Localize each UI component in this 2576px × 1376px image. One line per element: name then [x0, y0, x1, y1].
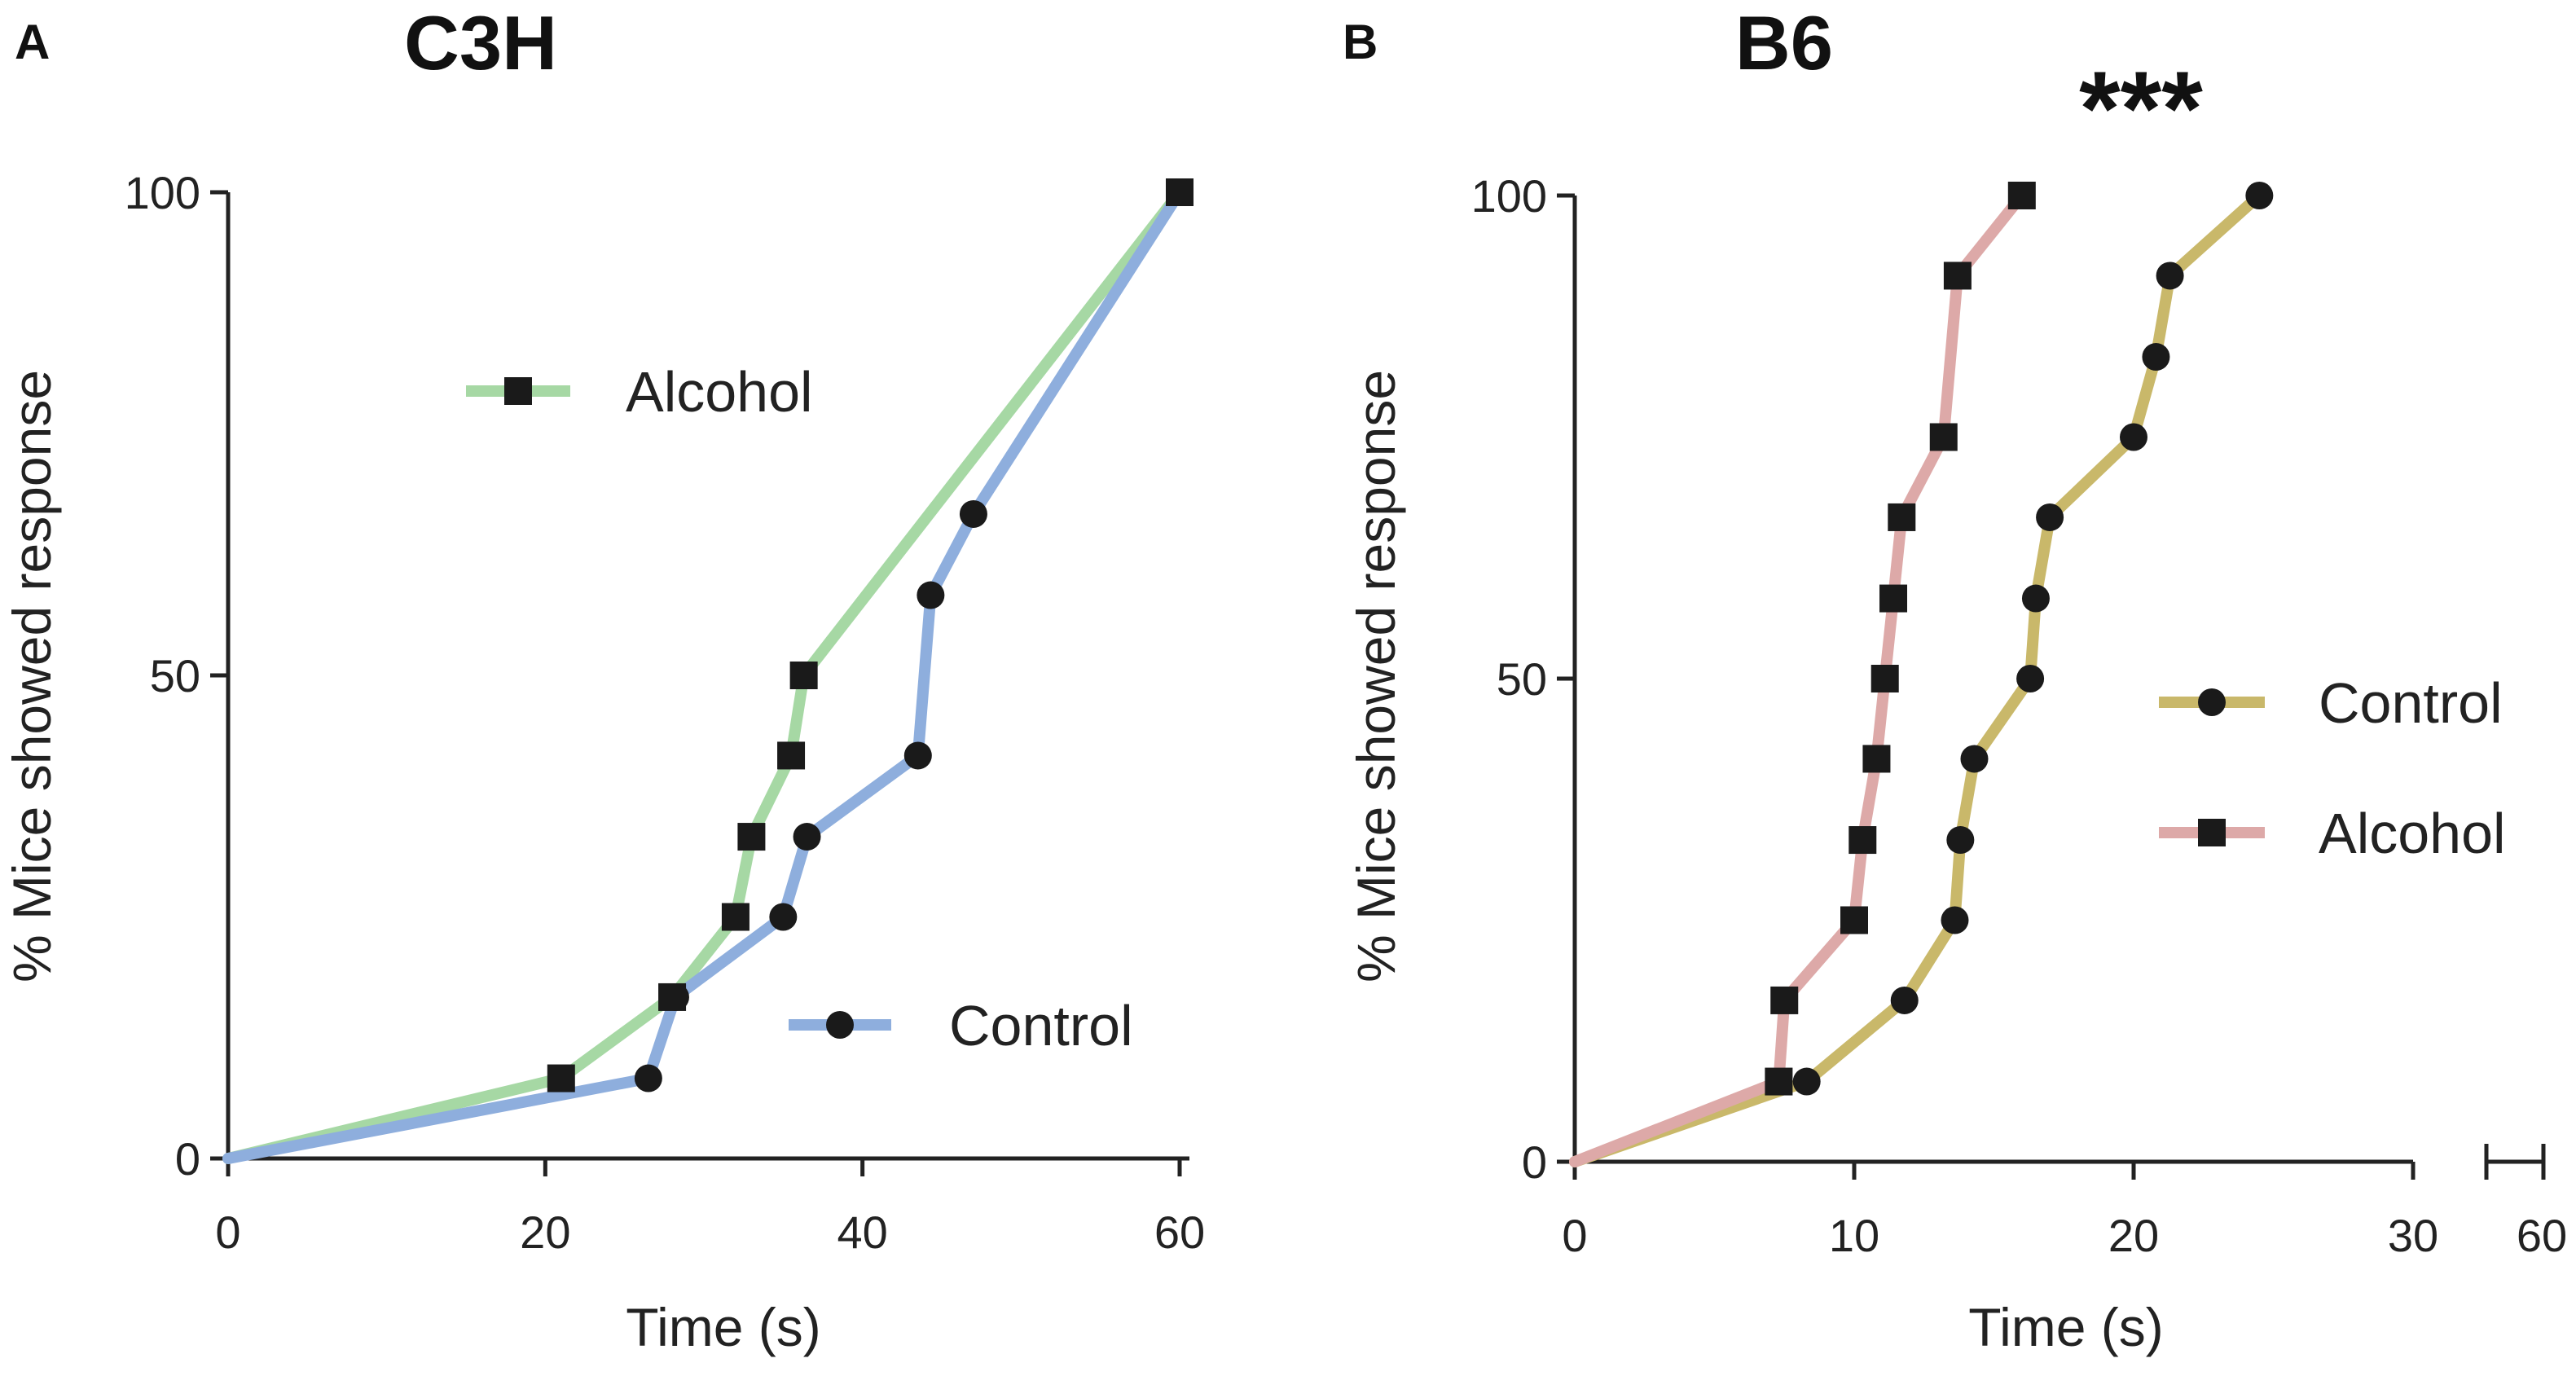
panel-b-alcohol-point — [1862, 745, 1891, 773]
panel-a-y-tick-label-0: 0 — [175, 1133, 200, 1185]
panel-b-alcohol-point — [1765, 1067, 1793, 1096]
panel-b-series — [1569, 182, 2274, 1167]
panel-a-alcohol-point — [547, 1064, 575, 1092]
panel-b-x-tick-label-60: 60 — [2517, 1210, 2567, 1261]
panel-b-alcohol-point — [1870, 665, 1899, 692]
panel-b-alcohol-point — [1840, 906, 1868, 934]
panel-a: A C3H 0 20 40 60 0 50 100 Time (s) % Mice show… — [2, 0, 1205, 1357]
panel-b-alcohol-point — [2007, 182, 2036, 209]
panel-b-control-point — [1946, 826, 1975, 855]
panel-a-control-point — [917, 581, 945, 609]
panel-b-control-point — [2156, 262, 2184, 290]
panel-b-control-point — [1792, 1067, 1821, 1096]
panel-b-x-tick-label-20: 20 — [2108, 1210, 2159, 1261]
panel-a-control-point — [959, 499, 987, 528]
panel-a-x-axis-label: Time (s) — [626, 1297, 821, 1357]
panel-b-control-point — [1941, 906, 1969, 934]
panel-b-control-point — [1960, 745, 1989, 773]
panel-b-significance: *** — [2079, 49, 2203, 168]
panel-b-x-axis-label: Time (s) — [1968, 1297, 2164, 1357]
panel-b-alcohol-point — [1879, 584, 1908, 613]
panel-b-alcohol-point — [1929, 423, 1958, 451]
panel-b-legend-control-marker — [2198, 688, 2226, 716]
panel-b-alcohol-point — [1888, 503, 1916, 531]
panel-b-alcohol-point — [1770, 986, 1799, 1014]
panel-a-legend-control-marker — [826, 1011, 854, 1039]
panel-a-legend-alcohol: Alcohol — [466, 360, 813, 424]
panel-a-alcohol-point — [721, 903, 750, 931]
panel-a-alcohol-point — [777, 741, 806, 770]
panel-a-control-point — [634, 1064, 662, 1092]
panel-b-legend-control-label: Control — [2319, 671, 2503, 735]
panel-b-title: B6 — [1735, 0, 1833, 86]
panel-a-title: C3H — [404, 0, 557, 86]
panel-b-x-tick-label-30: 30 — [2388, 1210, 2438, 1261]
panel-b-control-point — [2120, 423, 2147, 451]
panel-b-control-point — [1890, 986, 1919, 1014]
panel-b-control-line — [1569, 190, 2266, 1167]
panel-a-letter: A — [15, 15, 50, 69]
panel-a-x-tick-label-0: 0 — [215, 1207, 240, 1258]
panel-a-legend-control-label: Control — [949, 994, 1133, 1057]
panel-b-alcohol-line — [1569, 190, 2028, 1167]
panel-b-control-point — [2021, 584, 2050, 613]
panel-a-legend-alcohol-marker — [504, 377, 532, 405]
panel-a-series — [222, 178, 1193, 1164]
panel-a-x-tick-label-20: 20 — [520, 1207, 570, 1258]
panel-a-y-tick-label-50: 50 — [150, 650, 200, 701]
panel-a-y-tick-label-100: 100 — [125, 167, 200, 218]
panel-b-control-point — [2016, 665, 2045, 692]
panel-b: B B6 *** 60 0 10 20 30 0 50 100 Time (s) % Mic… — [1343, 0, 2567, 1357]
panel-b-control-point — [2245, 182, 2274, 209]
panel-b-y-tick-label-50: 50 — [1497, 653, 1547, 705]
panel-b-ticks: 0 10 20 30 0 50 100 — [1471, 170, 2439, 1261]
panel-a-x-tick-label-40: 40 — [837, 1207, 888, 1258]
panel-b-x-tick-label-10: 10 — [1829, 1210, 1879, 1261]
panel-b-control-point — [2036, 503, 2064, 531]
panel-b-alcohol-point — [1848, 826, 1877, 855]
panel-b-legend-control: Control — [2159, 671, 2503, 735]
panel-b-legend-alcohol-marker — [2198, 819, 2226, 846]
panel-a-control-point — [1166, 178, 1193, 206]
panel-a-alcohol-point — [737, 823, 766, 851]
panel-a-y-axis-label: % Mice showed response — [2, 370, 62, 983]
panel-b-y-tick-label-0: 0 — [1522, 1136, 1547, 1188]
panel-a-ticks: 0 20 40 60 0 50 100 — [125, 167, 1206, 1258]
panel-a-legend-control: Control — [789, 994, 1133, 1057]
panel-a-legend-alcohol-label: Alcohol — [626, 360, 813, 424]
panel-a-x-tick-label-60: 60 — [1154, 1207, 1205, 1258]
panel-a-control-point — [903, 741, 932, 770]
panel-b-control-point — [2142, 343, 2170, 371]
panel-a-control-point — [661, 983, 689, 1011]
panel-a-control-point — [769, 903, 798, 931]
panel-a-control-point — [793, 823, 821, 851]
panel-b-legend-alcohol-label: Alcohol — [2319, 802, 2506, 865]
panel-b-y-tick-label-100: 100 — [1471, 170, 1547, 222]
panel-b-y-axis-label: % Mice showed response — [1346, 370, 1406, 983]
panel-b-legend-alcohol: Alcohol — [2159, 802, 2506, 865]
panel-b-x-tick-label-0: 0 — [1562, 1210, 1587, 1261]
panel-b-letter: B — [1343, 15, 1378, 69]
panel-b-alcohol-point — [1943, 262, 1972, 290]
panel-a-alcohol-point — [789, 662, 818, 689]
